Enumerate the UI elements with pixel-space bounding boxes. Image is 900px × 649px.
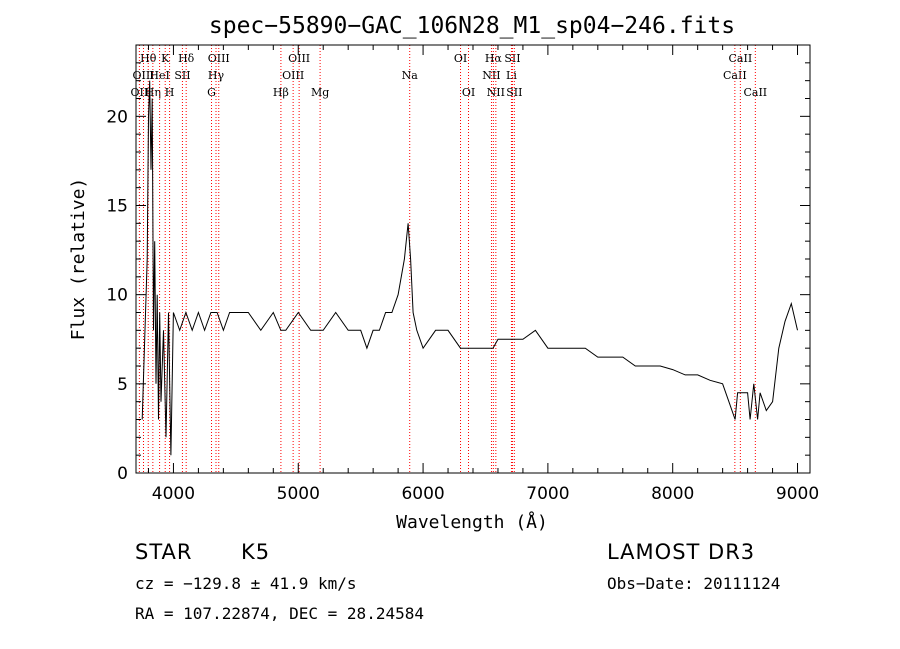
line-label: Mg [311,86,329,99]
line-label: Hβ [273,86,289,99]
line-label: SII [174,69,190,82]
line-label: Hη [145,86,161,99]
object-subclass: K5 [241,540,271,564]
x-tick-label: 7000 [526,484,569,504]
line-label: NII [482,69,500,82]
line-label: OI [462,86,475,99]
survey-name: LAMOST DR3 [607,540,756,564]
observation-date: Obs−Date: 20111124 [607,574,781,593]
line-label: Li [506,69,517,82]
line-label: OIII [132,69,154,82]
chart-title: spec−55890−GAC_106N28_M1_sp04−246.fits [209,13,735,39]
line-label: Hα [485,52,503,65]
line-label: CaII [723,69,747,82]
object-class: STAR [135,540,193,564]
y-tick-label: 10 [106,286,128,306]
line-label: SII [504,52,520,65]
x-axis-label: Wavelength (Å) [396,511,548,533]
redshift-cz: cz = −129.8 ± 41.9 km/s [135,574,357,593]
line-label: OIII [208,52,230,65]
line-label: H [165,86,175,99]
line-label: Hδ [178,52,195,65]
x-tick-label: 5000 [277,484,320,504]
line-label: Na [402,69,419,82]
y-axis-label: Flux (relative) [68,178,89,341]
line-label: K [161,52,170,65]
y-tick-label: 20 [106,107,128,127]
line-label: OII [131,86,149,99]
coordinates: RA = 107.22874, DEC = 28.24584 [135,604,424,623]
line-label: Hγ [208,69,225,82]
emission-line-markers: OII Hθ OIII Hη HeI K H SII Hδ G OIII Hγ Hβ OIII OIII Mg… [131,45,767,473]
line-label: CaII [743,86,767,99]
y-tick-label: 5 [117,375,128,395]
line-label: NII [487,86,505,99]
line-label: OI [454,52,467,65]
line-label: CaII [729,52,753,65]
x-tick-label: 9000 [776,484,819,504]
line-label: G [207,86,216,99]
y-tick-label: 0 [117,464,128,484]
x-tick-label: 8000 [651,484,694,504]
y-tick-label: 15 [106,197,128,217]
line-label: OIII [282,69,304,82]
spectrum-series-line [141,80,798,456]
x-tick-label: 4000 [152,484,195,504]
plot-frame [135,44,811,474]
line-label: OIII [288,52,310,65]
line-label: Hθ [140,52,157,65]
line-label: SII [506,86,522,99]
axis-ticks: 4000 5000 6000 7000 8000 9000 0 5 10 15 20 [106,45,819,504]
line-label: HeI [149,69,169,82]
x-tick-label: 6000 [401,484,444,504]
